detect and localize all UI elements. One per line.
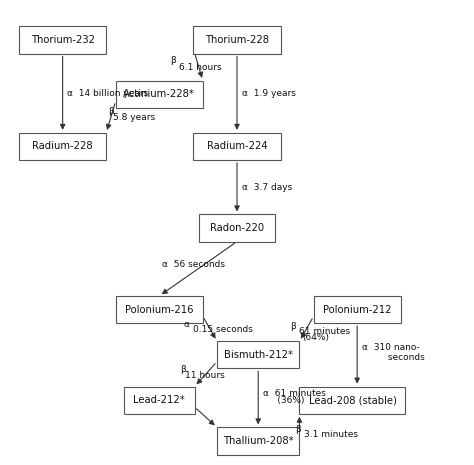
Text: 5.8 years: 5.8 years <box>113 113 155 122</box>
Text: Radium-224: Radium-224 <box>207 141 267 152</box>
Text: β: β <box>170 56 175 65</box>
Text: Lead-212*: Lead-212* <box>133 395 185 405</box>
Text: 11 hours: 11 hours <box>184 371 224 380</box>
Text: Radon-220: Radon-220 <box>210 223 264 233</box>
FancyBboxPatch shape <box>217 341 300 368</box>
Text: Bismuth-212*: Bismuth-212* <box>224 350 293 360</box>
Text: β: β <box>290 322 296 331</box>
Text: α  3.7 days: α 3.7 days <box>242 183 292 192</box>
Text: Lead-208 (stable): Lead-208 (stable) <box>309 395 396 405</box>
Text: α  310 nano-
         seconds: α 310 nano- seconds <box>362 343 425 362</box>
FancyBboxPatch shape <box>116 81 203 108</box>
FancyBboxPatch shape <box>116 296 203 323</box>
FancyBboxPatch shape <box>19 27 106 53</box>
FancyBboxPatch shape <box>217 427 300 455</box>
FancyBboxPatch shape <box>124 386 195 414</box>
Text: (36%): (36%) <box>263 396 304 405</box>
Text: 3.1 minutes: 3.1 minutes <box>304 430 358 439</box>
Text: α  14 billion years: α 14 billion years <box>67 89 149 98</box>
Text: 6.1 hours: 6.1 hours <box>179 63 222 72</box>
Text: β: β <box>180 365 186 374</box>
Text: Thallium-208*: Thallium-208* <box>223 436 293 446</box>
Text: β: β <box>295 425 301 434</box>
Text: 0.15 seconds: 0.15 seconds <box>193 325 253 334</box>
Text: Thorium-232: Thorium-232 <box>31 35 95 45</box>
FancyBboxPatch shape <box>193 27 281 53</box>
Text: Thorium-228: Thorium-228 <box>205 35 269 45</box>
Text: 61 minutes: 61 minutes <box>300 327 351 337</box>
Text: Polonium-212: Polonium-212 <box>323 305 392 314</box>
Text: α  61 minutes: α 61 minutes <box>263 389 326 398</box>
FancyBboxPatch shape <box>19 133 106 160</box>
FancyBboxPatch shape <box>300 386 405 414</box>
FancyBboxPatch shape <box>314 296 401 323</box>
Text: α: α <box>184 320 190 329</box>
Text: Actinium-228*: Actinium-228* <box>123 89 195 100</box>
Text: Polonium-216: Polonium-216 <box>125 305 193 314</box>
Text: β: β <box>109 107 114 116</box>
Text: α  1.9 years: α 1.9 years <box>242 89 296 98</box>
Text: (64%): (64%) <box>302 333 329 342</box>
FancyBboxPatch shape <box>199 214 275 241</box>
Text: α  56 seconds: α 56 seconds <box>162 260 225 269</box>
FancyBboxPatch shape <box>193 133 281 160</box>
Text: Radium-228: Radium-228 <box>32 141 93 152</box>
